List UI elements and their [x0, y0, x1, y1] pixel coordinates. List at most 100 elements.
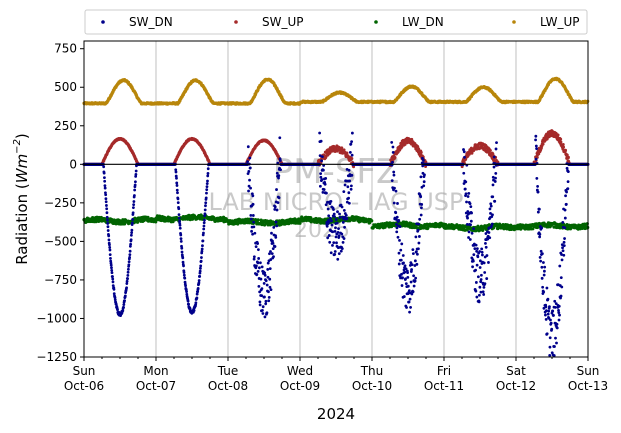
point-sw-dn [108, 246, 112, 249]
legend-label-sw-up: SW_UP [262, 15, 304, 29]
point-sw-dn [247, 189, 250, 193]
point-sw-dn [103, 186, 107, 190]
point-sw-dn [261, 305, 265, 309]
point-sw-dn [123, 299, 126, 303]
point-sw-dn [176, 197, 180, 201]
point-sw-dn [182, 273, 186, 277]
legend-item-sw-dn: SW_DN [101, 15, 173, 29]
point-sw-dn [206, 167, 210, 171]
point-sw-dn [252, 257, 256, 261]
point-sw-dn [199, 266, 202, 270]
point-sw-dn [199, 264, 203, 268]
point-sw-dn [108, 253, 112, 257]
point-sw-dn [105, 215, 109, 219]
point-sw-dn [102, 171, 106, 175]
point-sw-dn [123, 294, 127, 298]
plot-area: PM-SFZ LAB MICRO - IAG USP 2025 [82, 40, 590, 358]
point-sw-dn [198, 269, 202, 273]
point-sw-dn [269, 288, 273, 292]
point-sw-dn [249, 217, 253, 221]
point-sw-dn [128, 253, 132, 257]
point-sw-dn [182, 264, 185, 268]
watermark-line1: PM-SFZ [273, 152, 400, 192]
point-sw-dn [192, 309, 196, 312]
point-sw-up [556, 133, 560, 137]
point-sw-dn [247, 170, 251, 173]
point-sw-up [559, 140, 563, 144]
point-sw-up [350, 156, 354, 160]
point-sw-dn [175, 181, 179, 185]
point-sw-dn [125, 279, 129, 283]
point-sw-dn [105, 211, 109, 215]
point-sw-dn [110, 271, 114, 275]
point-sw-dn [254, 264, 258, 268]
point-sw-dn [106, 225, 110, 229]
point-sw-dn [103, 176, 106, 180]
legend-marker-sw-up [234, 20, 238, 24]
point-sw-dn [204, 196, 208, 200]
series-lw-up [82, 76, 590, 106]
point-sw-dn [204, 204, 207, 208]
point-sw-dn [258, 303, 262, 307]
point-sw-dn [133, 188, 137, 192]
point-lw-dn [370, 219, 374, 223]
legend-marker-sw-dn [101, 20, 105, 24]
point-sw-dn [205, 182, 209, 186]
legend-label-lw-dn: LW_DN [402, 15, 444, 29]
point-sw-dn [202, 231, 205, 235]
point-sw-dn [263, 315, 267, 319]
point-sw-dn [259, 261, 262, 265]
point-sw-dn [126, 273, 130, 277]
point-sw-dn [108, 243, 111, 247]
point-sw-up [393, 156, 397, 160]
point-sw-dn [248, 178, 251, 182]
point-sw-dn [188, 307, 192, 310]
point-sw-dn [134, 172, 138, 176]
point-sw-dn [107, 234, 111, 238]
point-sw-dn [257, 266, 261, 270]
point-sw-dn [102, 165, 106, 169]
point-sw-dn [105, 204, 108, 207]
point-sw-dn [277, 196, 281, 200]
point-sw-dn [205, 188, 209, 192]
point-sw-dn [131, 218, 135, 221]
point-sw-dn [261, 308, 264, 312]
point-sw-dn [175, 176, 178, 180]
point-sw-dn [182, 271, 186, 274]
point-sw-up [564, 148, 568, 152]
watermark: PM-SFZ LAB MICRO - IAG USP 2025 [208, 152, 463, 243]
legend-marker-lw-dn [374, 20, 378, 24]
point-sw-dn [175, 188, 179, 192]
point-sw-dn [273, 205, 277, 209]
point-sw-dn [177, 213, 181, 217]
point-sw-dn [248, 156, 252, 160]
point-sw-dn [262, 281, 266, 285]
point-sw-dn [268, 277, 272, 281]
point-sw-dn [175, 184, 179, 187]
point-sw-dn [206, 179, 209, 183]
point-sw-dn [270, 231, 273, 235]
point-sw-dn [131, 211, 135, 215]
point-sw-dn [107, 238, 111, 242]
point-sw-dn [129, 233, 133, 237]
point-sw-dn [205, 185, 209, 189]
point-sw-dn [130, 221, 134, 225]
series-lw-dn [82, 213, 590, 233]
point-sw-dn [256, 248, 260, 252]
point-sw-dn [128, 256, 132, 259]
point-sw-dn [270, 252, 274, 256]
point-sw-dn [206, 174, 210, 178]
legend-box [84, 9, 588, 35]
point-sw-dn [180, 250, 184, 254]
point-lw-dn [154, 220, 158, 224]
point-sw-dn [271, 241, 275, 245]
point-sw-dn [202, 221, 206, 225]
point-sw-dn [197, 279, 201, 282]
point-sw-dn [202, 227, 206, 231]
point-sw-dn [129, 242, 133, 246]
point-sw-dn [201, 239, 205, 243]
point-sw-dn [126, 270, 130, 274]
point-sw-dn [265, 311, 269, 315]
point-sw-dn [266, 267, 270, 271]
point-sw-dn [130, 228, 134, 232]
